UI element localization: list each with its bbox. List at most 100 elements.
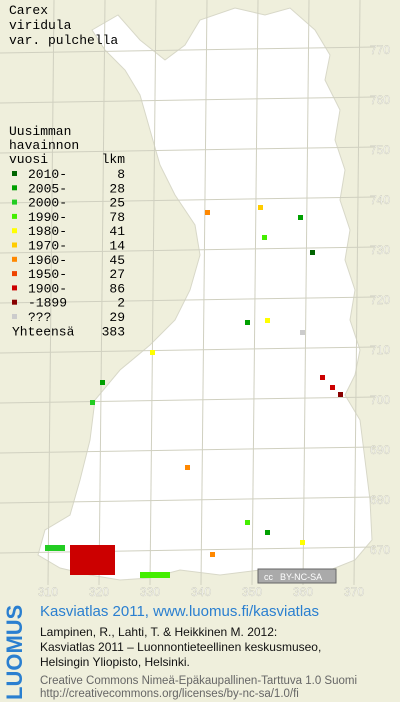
- species-title: viridula: [9, 18, 72, 33]
- grid-line: [98, 0, 106, 586]
- square: [245, 320, 250, 325]
- legend-swatch: [12, 314, 17, 319]
- grid-line: [353, 0, 361, 586]
- total-label: Yhteensä: [12, 324, 75, 339]
- grid-line: [251, 0, 259, 586]
- grid-line: [0, 346, 376, 354]
- legend-count: 45: [109, 253, 125, 268]
- square: [90, 400, 95, 405]
- legend-header: havainnon: [9, 138, 79, 153]
- north-label: 710: [370, 343, 390, 357]
- square: [45, 545, 65, 551]
- legend-count: 25: [109, 196, 125, 211]
- square: [265, 318, 270, 323]
- grid-line: [0, 446, 376, 454]
- square: [300, 330, 305, 335]
- legend-swatch: [12, 185, 17, 191]
- legend-label: 1950-: [28, 267, 67, 282]
- north-label: 760: [370, 93, 390, 107]
- legend-count: 41: [109, 224, 125, 239]
- grid-line: [0, 96, 376, 104]
- species-title: var. pulchella: [9, 33, 118, 48]
- grid: [0, 0, 376, 586]
- citation: Helsingin Yliopisto, Helsinki.: [40, 655, 190, 669]
- square: [262, 235, 267, 240]
- citation: Kasviatlas 2011 – Luonnontieteellinen ke…: [40, 640, 321, 654]
- legend-count: 27: [109, 267, 125, 282]
- grid-line: [0, 246, 376, 254]
- legend-label: 2005-: [28, 181, 67, 196]
- observation-squares: [45, 205, 343, 578]
- grid-line: [0, 546, 376, 554]
- species-title: Carex: [9, 3, 48, 18]
- legend-label: 1990-: [28, 210, 67, 225]
- grid-line: [149, 0, 157, 586]
- legend-swatch: [12, 299, 17, 305]
- east-label: 370: [344, 585, 364, 599]
- legend-label: 1960-: [28, 253, 67, 268]
- east-label: 310: [38, 585, 58, 599]
- license: http://creativecommons.org/licenses/by-n…: [40, 688, 299, 700]
- east-label: 320: [89, 585, 109, 599]
- legend-label: -1899: [28, 296, 67, 311]
- total-count: 383: [102, 324, 125, 339]
- legend-count: 78: [109, 210, 125, 225]
- legend-count: 28: [109, 181, 125, 196]
- legend-header: Uusimman: [9, 124, 71, 139]
- east-label: 340: [191, 585, 211, 599]
- legend-label: 2010-: [28, 167, 67, 182]
- badge-box: [257, 568, 337, 584]
- grid-line: [47, 0, 55, 586]
- legend-swatch: [12, 271, 17, 277]
- grid-line: [0, 496, 376, 504]
- north-label: 750: [370, 143, 390, 157]
- logo: LUOMUS: [2, 605, 27, 700]
- grid-line: [0, 296, 376, 304]
- east-label: 330: [140, 585, 160, 599]
- badge-cc: cc: [264, 572, 274, 582]
- square: [70, 545, 115, 575]
- north-label: 670: [370, 543, 390, 557]
- grid-line: [200, 0, 208, 586]
- square: [300, 540, 305, 545]
- east-label: 350: [242, 585, 262, 599]
- square: [245, 520, 250, 525]
- legend-label: 1900-: [28, 281, 67, 296]
- citation: Lampinen, R., Lahti, T. & Heikkinen M. 2…: [40, 625, 277, 639]
- grid-line: [302, 0, 310, 586]
- square: [298, 215, 303, 220]
- square: [185, 465, 190, 470]
- legend-label: 1970-: [28, 239, 67, 254]
- square: [258, 205, 263, 210]
- grid-line: [0, 146, 376, 154]
- grid-line: [0, 46, 376, 54]
- license: Creative Commons Nimeä-Epäkaupallinen-Ta…: [40, 675, 357, 687]
- north-label: 680: [370, 493, 390, 507]
- north-label: 770: [370, 43, 390, 57]
- square: [140, 572, 170, 578]
- legend-header: vuosi: [9, 152, 48, 167]
- square: [320, 375, 325, 380]
- square: [100, 380, 105, 385]
- legend-count-header: lkm: [102, 152, 126, 167]
- square: [205, 210, 210, 215]
- square: [150, 350, 155, 355]
- legend-swatch: [12, 199, 17, 205]
- legend-count: 14: [109, 239, 125, 254]
- square: [338, 392, 343, 397]
- legend-swatch: [12, 228, 17, 234]
- legend-swatch: [12, 171, 17, 176]
- legend-swatch: [12, 256, 17, 262]
- legend-swatch: [12, 213, 17, 219]
- license-badge: cc BY-NC-SA: [257, 568, 337, 584]
- north-label: 740: [370, 193, 390, 207]
- grid-line: [0, 396, 376, 404]
- grid-line: [0, 196, 376, 204]
- north-label: 690: [370, 443, 390, 457]
- square: [330, 385, 335, 390]
- legend-swatch: [12, 285, 17, 291]
- headline: Kasviatlas 2011, www.luomus.fi/kasviatla…: [40, 603, 319, 620]
- legend-count: 8: [117, 167, 125, 182]
- legend-count: 86: [109, 281, 125, 296]
